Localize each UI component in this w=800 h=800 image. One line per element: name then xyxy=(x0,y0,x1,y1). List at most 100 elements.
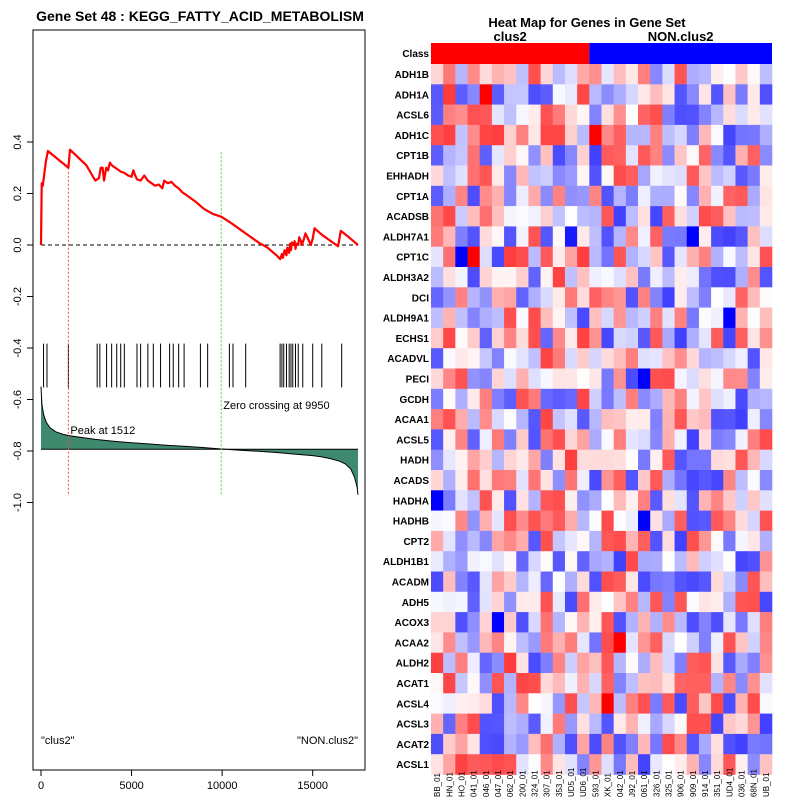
heatmap-cell xyxy=(723,429,736,450)
heatmap-cell xyxy=(698,84,712,105)
x-tick-label: 0 xyxy=(38,780,44,792)
heatmap-cell xyxy=(455,104,468,126)
heatmap-cell xyxy=(431,510,444,532)
heatmap-cell xyxy=(711,307,724,329)
heatmap-cell xyxy=(638,571,651,593)
heatmap-cell xyxy=(674,64,688,85)
heatmap-cell xyxy=(467,104,481,126)
heatmap-cell xyxy=(638,733,651,755)
heatmap-cell xyxy=(735,206,748,227)
heatmap-cell xyxy=(528,409,541,430)
heatmap-cell xyxy=(601,612,614,633)
heatmap-cell xyxy=(625,693,639,714)
heatmap-cell xyxy=(431,693,444,714)
heatmap-cell xyxy=(540,206,554,227)
heatmap-cell xyxy=(467,673,481,694)
heatmap-cell xyxy=(711,530,724,552)
heatmap-cell xyxy=(613,612,627,633)
heatmap-cell xyxy=(516,267,529,288)
heatmap-cell xyxy=(431,429,444,450)
heatmap-cell xyxy=(638,165,651,187)
heatmap-cell xyxy=(552,104,566,126)
heatmap-cell xyxy=(491,327,505,349)
heatmap-cell xyxy=(491,64,505,85)
heatmap-cell xyxy=(552,226,566,247)
heatmap-cell xyxy=(516,733,529,755)
heatmap-cell xyxy=(516,327,529,349)
heatmap-cell xyxy=(674,104,688,126)
heatmap-cell xyxy=(552,206,566,227)
heatmap-cell xyxy=(747,287,761,308)
heatmap-cell xyxy=(638,226,651,247)
heatmap-cell xyxy=(601,713,614,735)
heatmap-cell xyxy=(613,327,627,349)
heatmap-cell xyxy=(698,307,712,329)
heatmap-cell xyxy=(467,307,481,329)
heatmap-cell xyxy=(552,612,566,633)
heatmap-cell xyxy=(431,530,444,552)
heatmap-cell xyxy=(711,368,724,390)
heatmap-cell xyxy=(491,84,505,105)
heatmap-cell xyxy=(686,591,700,613)
heatmap-cell xyxy=(662,713,675,735)
heatmap-cell xyxy=(564,165,578,187)
heatmap-cell xyxy=(552,510,566,532)
heatmap-cell xyxy=(650,185,663,207)
gene-label: HADHA xyxy=(393,496,429,507)
heatmap-cell xyxy=(467,510,481,532)
heatmap-cell xyxy=(613,246,627,268)
heatmap-cell xyxy=(443,368,456,390)
heatmap-cell xyxy=(601,490,614,511)
heatmap-cell xyxy=(662,673,675,694)
heatmap-cell xyxy=(528,693,541,714)
heatmap-cell xyxy=(662,104,675,126)
heatmap-cell xyxy=(577,652,590,674)
heatmap-cell xyxy=(662,124,675,146)
heatmap-cell xyxy=(589,124,602,146)
heatmap-cell xyxy=(443,713,456,735)
heatmap-cell xyxy=(638,348,651,369)
heatmap-cell xyxy=(491,124,505,146)
heatmap-cell xyxy=(552,429,566,450)
heatmap-cell xyxy=(698,571,712,593)
heatmap-cell xyxy=(662,267,675,288)
heatmap-cell xyxy=(686,571,700,593)
heatmap-cell xyxy=(638,287,651,308)
heatmap-cell xyxy=(674,449,688,471)
heatmap-cell xyxy=(759,267,773,288)
heatmap-cell xyxy=(674,673,688,694)
heatmap-cell xyxy=(504,348,517,369)
heatmap-cell xyxy=(491,226,505,247)
heatmap-cell xyxy=(698,693,712,714)
heatmap-cell xyxy=(491,287,505,308)
heatmap-cell xyxy=(674,409,688,430)
heatmap-cell xyxy=(467,632,481,653)
heatmap-cell xyxy=(528,551,541,572)
heatmap-cell xyxy=(625,470,639,491)
heatmap-cell xyxy=(723,713,736,735)
gene-label: ACSL3 xyxy=(396,720,429,731)
heatmap-cell xyxy=(662,754,675,775)
heatmap-cell xyxy=(491,307,505,329)
heatmap-cell xyxy=(662,145,675,166)
heatmap-cell xyxy=(552,591,566,613)
heatmap-cell xyxy=(735,470,748,491)
heatmap-cell xyxy=(686,226,700,247)
heatmap-cell xyxy=(516,591,529,613)
sample-label: 307_01 xyxy=(543,770,552,797)
heatmap-cell xyxy=(504,64,517,85)
heatmap-cell xyxy=(625,307,639,329)
heatmap-cell xyxy=(552,287,566,308)
heatmap-cell xyxy=(540,267,554,288)
heatmap-cell xyxy=(698,591,712,613)
heatmap-cell xyxy=(504,591,517,613)
heatmap-cell xyxy=(564,429,578,450)
heatmap-cell xyxy=(491,409,505,430)
heatmap-cell xyxy=(735,327,748,349)
heatmap-cell xyxy=(552,64,566,85)
heatmap-cell xyxy=(698,510,712,532)
heatmap-cell xyxy=(723,530,736,552)
heatmap-cell xyxy=(516,226,529,247)
heatmap-cell xyxy=(711,449,724,471)
heatmap-cell xyxy=(491,429,505,450)
